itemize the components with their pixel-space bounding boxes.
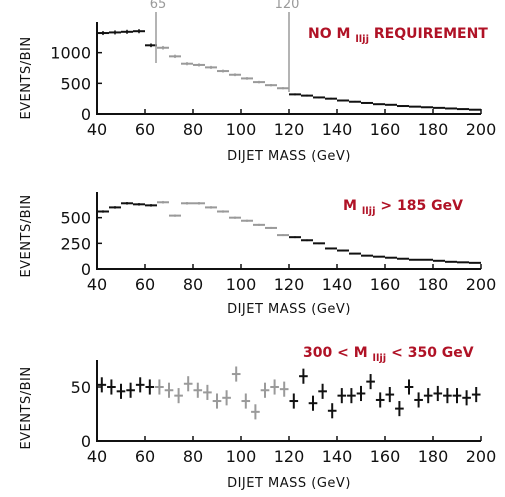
x-tick-label: 60 (135, 447, 155, 466)
plot-area: 40 60 80 100 120 140 160 180 200 0 50 (71, 360, 497, 466)
plot-area: 40 60 80 100 120 140 160 180 200 0 500 1000 (50, 22, 496, 139)
x-tick-label: 60 (135, 275, 155, 294)
plot-area: 40 60 80 100 120 140 160 180 200 0 250 500 (60, 192, 496, 294)
x-tick-label: 40 (87, 120, 107, 139)
panel-label: 300 < M llјj < 350 GeV (303, 345, 474, 365)
x-tick-label: 200 (466, 447, 497, 466)
y-tick-label: 250 (60, 234, 91, 253)
x-tick-label: 120 (274, 120, 305, 139)
x-tick-label: 100 (226, 275, 257, 294)
panel-label: M llјj > 185 GeV (343, 198, 463, 218)
y-tick-label: 0 (81, 105, 91, 124)
x-tick-label: 160 (370, 120, 401, 139)
x-tick-label: 80 (183, 275, 203, 294)
panel-middle: EVENTS/BIN DIJET MASS (GeV) M llјj > 185… (19, 192, 496, 317)
y-axis-title: EVENTS/BIN (19, 366, 34, 449)
panel-label-sub: llјj (362, 205, 376, 217)
x-tick-label: 200 (466, 275, 497, 294)
x-tick-label: 160 (370, 275, 401, 294)
x-tick-label: 40 (87, 275, 107, 294)
ref-label-65: 65 (150, 0, 167, 12)
panel-label-main: M (343, 198, 357, 214)
reference-markers (155, 12, 290, 92)
x-tick-label: 180 (418, 120, 449, 139)
x-tick-label: 100 (226, 120, 257, 139)
x-axis-title: DIJET MASS (GeV) (227, 302, 351, 317)
y-tick-label: 500 (60, 74, 91, 93)
x-tick-label: 200 (466, 120, 497, 139)
panel-label: NO M llјj REQUIREMENT (308, 26, 488, 46)
y-axis-title: EVENTS/BIN (19, 194, 34, 277)
y-tick-label: 1000 (50, 44, 91, 63)
x-tick-label: 120 (274, 447, 305, 466)
panel-label-rest: < 350 GeV (391, 345, 474, 361)
panel-label-rest: > 185 GeV (380, 198, 463, 214)
y-tick-label: 0 (81, 432, 91, 451)
x-tick-label: 120 (274, 275, 305, 294)
x-tick-label: 60 (135, 120, 155, 139)
panel-label-main: 300 < M (303, 345, 368, 361)
x-tick-label: 140 (322, 120, 353, 139)
panel-top: EVENTS/BIN DIJET MASS (GeV) NO M llјj RE… (19, 22, 496, 164)
x-axis-title: DIJET MASS (GeV) (227, 476, 351, 491)
x-tick-label: 80 (183, 120, 203, 139)
ref-label-120: 120 (275, 0, 300, 12)
x-tick-label: 180 (418, 275, 449, 294)
panel-bottom: EVENTS/BIN DIJET MASS (GeV) 300 < M llјj… (19, 345, 496, 491)
panel-label-rest: REQUIREMENT (374, 26, 488, 42)
y-tick-label: 500 (60, 209, 91, 228)
x-tick-label: 140 (322, 275, 353, 294)
panel-label-sub: llјj (355, 33, 369, 45)
y-axis-title: EVENTS/BIN (19, 36, 34, 119)
x-tick-label: 40 (87, 447, 107, 466)
y-tick-label: 0 (81, 260, 91, 279)
x-tick-label: 160 (370, 447, 401, 466)
x-tick-label: 100 (226, 447, 257, 466)
y-tick-label: 50 (71, 378, 91, 397)
panel-label-main: NO M (308, 26, 350, 42)
x-tick-label: 140 (322, 447, 353, 466)
x-axis-title: DIJET MASS (GeV) (227, 149, 351, 164)
panel-label-sub: llјj (373, 352, 387, 364)
x-tick-label: 180 (418, 447, 449, 466)
axes-frame (96, 360, 481, 442)
x-tick-label: 80 (183, 447, 203, 466)
